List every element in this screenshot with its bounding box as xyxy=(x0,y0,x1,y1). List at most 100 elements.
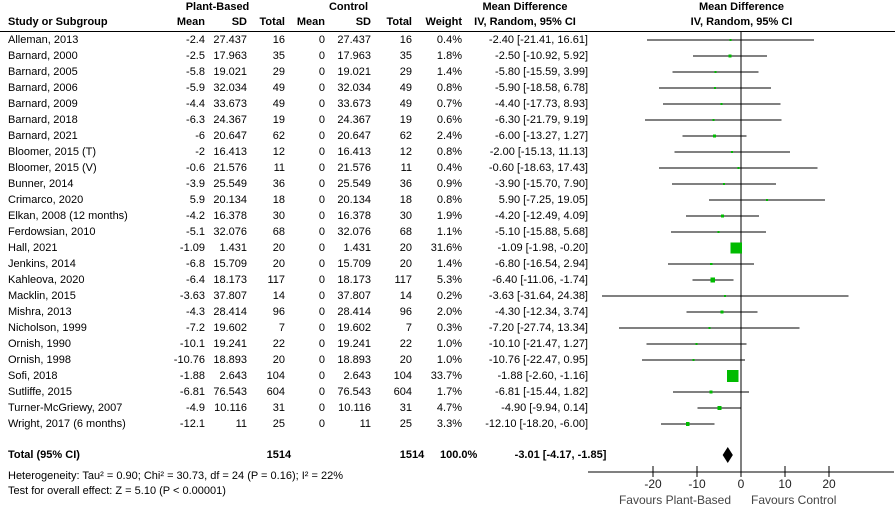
study-weight: 1.9% xyxy=(436,210,462,222)
study-name: Wright, 2017 (6 months) xyxy=(8,418,126,430)
study-c_sd: 16.378 xyxy=(337,210,371,222)
study-ci: -12.10 [-18.20, -6.00] xyxy=(485,418,588,430)
study-weight: 1.7% xyxy=(436,386,462,398)
study-sd: 17.963 xyxy=(213,50,247,62)
study-ci: -5.80 [-15.59, 3.99] xyxy=(495,66,588,78)
study-c_sd: 17.963 xyxy=(337,50,371,62)
study-ci: -10.76 [-22.47, 0.95] xyxy=(488,354,588,366)
study-ci: -4.90 [-9.94, 0.14] xyxy=(501,402,588,414)
study-weight: 0.8% xyxy=(436,82,462,94)
study-sd: 27.437 xyxy=(213,34,247,46)
study-c_n: 104 xyxy=(393,370,412,382)
study-n: 31 xyxy=(272,402,285,414)
study-mean: -10.1 xyxy=(179,338,205,350)
study-n: 49 xyxy=(272,82,285,94)
study-n: 20 xyxy=(272,242,285,254)
study-ci: -4.40 [-17.73, 8.93] xyxy=(495,98,588,110)
total-label: Total (95% CI) xyxy=(8,449,80,461)
study-sd: 76.543 xyxy=(213,386,247,398)
study-c_sd: 16.413 xyxy=(337,146,371,158)
mean-marker xyxy=(728,54,732,58)
study-ci: 5.90 [-7.25, 19.05] xyxy=(498,194,588,206)
study-row: Bloomer, 2015 (V) -0.6 21.576 11 0 21.576 11 0.… xyxy=(0,160,588,176)
study-row: Barnard, 2009 -4.4 33.673 49 0 33.673 49 0.7% -4… xyxy=(0,96,588,112)
study-weight: 1.8% xyxy=(436,50,462,62)
mean-marker xyxy=(717,230,720,234)
mean-marker xyxy=(731,151,734,153)
study-ci: -4.30 [-12.34, 3.74] xyxy=(495,306,588,318)
study-mean: -4.4 xyxy=(186,98,205,110)
study-row: Barnard, 2018 -6.3 24.367 19 0 24.367 19 0.6% -6… xyxy=(0,112,588,128)
study-n: 20 xyxy=(272,354,285,366)
study-row: Sofi, 2018 -1.88 2.643 104 0 2.643 104 33.7% -1.… xyxy=(0,368,588,384)
study-weight: 5.3% xyxy=(436,274,462,286)
study-weight: 1.4% xyxy=(436,66,462,78)
study-row: Barnard, 2005 -5.8 19.021 29 0 19.021 29 1.4% -5… xyxy=(0,64,588,80)
study-c_mean: 0 xyxy=(318,386,325,398)
study-ci: -2.40 [-21.41, 16.61] xyxy=(488,34,588,46)
study-c_mean: 0 xyxy=(318,354,325,366)
study-n: 16 xyxy=(272,34,285,46)
study-row: Barnard, 2000 -2.5 17.963 35 0 17.963 35 1.8% -2… xyxy=(0,48,588,64)
study-row: Ornish, 1990 -10.1 19.241 22 0 19.241 22 1.0% -1… xyxy=(0,336,588,352)
study-c_sd: 27.437 xyxy=(337,34,371,46)
study-c_mean: 0 xyxy=(318,82,325,94)
study-row: Wright, 2017 (6 months) -12.1 11 25 0 11 25 3.3… xyxy=(0,416,588,432)
study-mean: -4.3 xyxy=(186,306,205,318)
study-c_sd: 2.643 xyxy=(343,370,371,382)
study-name: Alleman, 2013 xyxy=(8,34,79,46)
group1-header: Plant-Based xyxy=(185,1,250,13)
study-n: 49 xyxy=(272,98,285,110)
study-n: 19 xyxy=(272,114,285,126)
study-row: Nicholson, 1999 -7.2 19.602 7 0 19.602 7 0.3% -7… xyxy=(0,320,588,336)
study-sd: 1.431 xyxy=(219,242,247,254)
study-ci: -6.00 [-13.27, 1.27] xyxy=(495,130,588,142)
study-c_mean: 0 xyxy=(318,146,325,158)
study-c_mean: 0 xyxy=(318,338,325,350)
study-mean: -5.8 xyxy=(186,66,205,78)
weight-header: Weight xyxy=(425,16,462,28)
study-mean: -2.4 xyxy=(186,34,205,46)
study-mean: 5.9 xyxy=(189,194,205,206)
study-weight: 3.3% xyxy=(436,418,462,430)
study-name: Ornish, 1998 xyxy=(8,354,71,366)
study-c_n: 49 xyxy=(399,82,412,94)
study-row: Barnard, 2006 -5.9 32.034 49 0 32.034 49 0.8% -5… xyxy=(0,80,588,96)
total2-header: Total xyxy=(386,16,412,28)
study-ci: -0.60 [-18.63, 17.43] xyxy=(488,162,588,174)
study-c_n: 29 xyxy=(399,66,412,78)
study-c_sd: 10.116 xyxy=(338,402,371,414)
study-weight: 1.0% xyxy=(436,354,462,366)
study-c_mean: 0 xyxy=(318,130,325,142)
axis-tick-label: 20 xyxy=(822,477,836,491)
study-weight: 1.4% xyxy=(436,258,462,270)
study-rows: Alleman, 2013 -2.4 27.437 16 0 27.437 16 0.4% -2… xyxy=(0,32,588,432)
study-c_mean: 0 xyxy=(318,370,325,382)
study-ci: -10.10 [-21.47, 1.27] xyxy=(488,338,588,350)
axis-tick-label: -10 xyxy=(688,477,706,491)
study-c_sd: 20.134 xyxy=(337,194,371,206)
study-c_sd: 76.543 xyxy=(337,386,371,398)
mean-marker xyxy=(709,262,713,266)
study-c_n: 11 xyxy=(400,162,412,174)
study-c_n: 14 xyxy=(399,290,412,302)
study-row: Mishra, 2013 -4.3 28.414 96 0 28.414 96 2.0% -4.… xyxy=(0,304,588,320)
study-sd: 11 xyxy=(235,418,247,430)
total-ci: -3.01 [-4.17, -1.85] xyxy=(514,449,607,461)
study-ci: -1.88 [-2.60, -1.16] xyxy=(497,370,589,382)
total-weight: 100.0% xyxy=(440,449,478,461)
study-weight: 0.4% xyxy=(436,162,462,174)
study-sd: 19.602 xyxy=(213,322,247,334)
study-weight: 33.7% xyxy=(430,370,462,382)
study-c_n: 25 xyxy=(399,418,412,430)
mean-marker xyxy=(714,70,717,74)
study-mean: -5.9 xyxy=(186,82,205,94)
study-ci: -2.00 [-15.13, 11.13] xyxy=(489,146,588,158)
study-ci: -3.63 [-31.64, 24.38] xyxy=(488,290,588,302)
study-n: 104 xyxy=(266,370,285,382)
study-sd: 19.021 xyxy=(213,66,247,78)
study-weight: 0.2% xyxy=(436,290,462,302)
study-n: 36 xyxy=(272,178,285,190)
study-c_mean: 0 xyxy=(318,162,325,174)
study-sd: 18.173 xyxy=(213,274,247,286)
